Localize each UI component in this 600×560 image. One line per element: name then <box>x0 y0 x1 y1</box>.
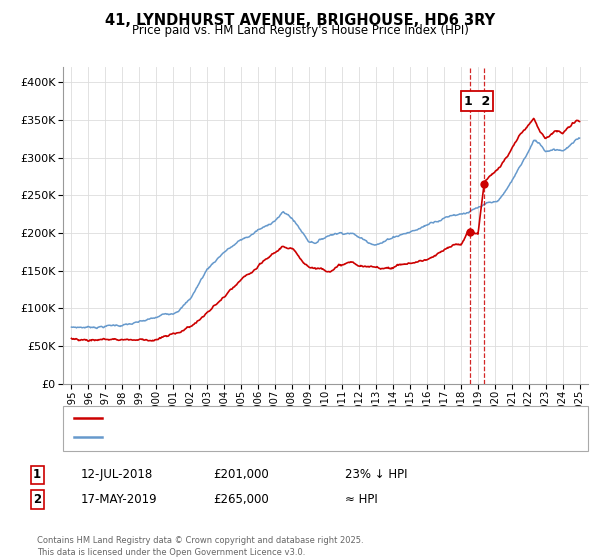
Text: Price paid vs. HM Land Registry's House Price Index (HPI): Price paid vs. HM Land Registry's House … <box>131 24 469 37</box>
Text: ≈ HPI: ≈ HPI <box>345 493 378 506</box>
Text: 41, LYNDHURST AVENUE, BRIGHOUSE, HD6 3RY (detached house): 41, LYNDHURST AVENUE, BRIGHOUSE, HD6 3RY… <box>107 413 449 423</box>
Text: Contains HM Land Registry data © Crown copyright and database right 2025.
This d: Contains HM Land Registry data © Crown c… <box>37 536 364 557</box>
Text: 1: 1 <box>33 468 41 482</box>
Text: 2: 2 <box>33 493 41 506</box>
Text: 17-MAY-2019: 17-MAY-2019 <box>81 493 158 506</box>
Text: 23% ↓ HPI: 23% ↓ HPI <box>345 468 407 482</box>
Text: £201,000: £201,000 <box>213 468 269 482</box>
Text: 12-JUL-2018: 12-JUL-2018 <box>81 468 153 482</box>
Text: £265,000: £265,000 <box>213 493 269 506</box>
Text: 41, LYNDHURST AVENUE, BRIGHOUSE, HD6 3RY: 41, LYNDHURST AVENUE, BRIGHOUSE, HD6 3RY <box>105 13 495 28</box>
Text: HPI: Average price, detached house, Calderdale: HPI: Average price, detached house, Cald… <box>107 432 356 442</box>
Text: 1  2: 1 2 <box>464 95 490 108</box>
